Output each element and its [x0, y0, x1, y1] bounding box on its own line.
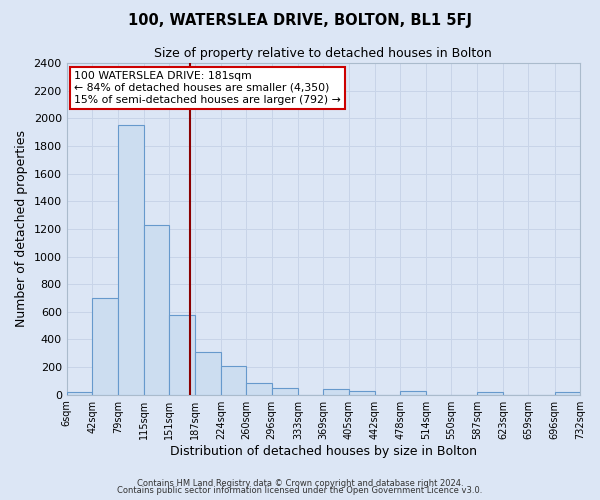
Bar [144, 224, 169, 394]
Text: 100 WATERSLEA DRIVE: 181sqm
← 84% of detached houses are smaller (4,350)
15% of : 100 WATERSLEA DRIVE: 181sqm ← 84% of det… [74, 72, 341, 104]
Text: Contains HM Land Registry data © Crown copyright and database right 2024.: Contains HM Land Registry data © Crown c… [137, 478, 463, 488]
Bar [478, 392, 503, 394]
Bar [349, 392, 375, 394]
Title: Size of property relative to detached houses in Bolton: Size of property relative to detached ho… [154, 48, 492, 60]
Bar [67, 392, 92, 394]
Bar [272, 388, 298, 394]
Bar [118, 125, 144, 394]
X-axis label: Distribution of detached houses by size in Bolton: Distribution of detached houses by size … [170, 444, 477, 458]
Text: 100, WATERSLEA DRIVE, BOLTON, BL1 5FJ: 100, WATERSLEA DRIVE, BOLTON, BL1 5FJ [128, 12, 472, 28]
Bar [323, 389, 349, 394]
Bar [246, 383, 272, 394]
Bar [400, 390, 426, 394]
Bar [554, 392, 580, 394]
Bar [194, 352, 221, 395]
Bar [169, 314, 194, 394]
Bar [92, 298, 118, 394]
Bar [221, 366, 246, 394]
Y-axis label: Number of detached properties: Number of detached properties [15, 130, 28, 328]
Text: Contains public sector information licensed under the Open Government Licence v3: Contains public sector information licen… [118, 486, 482, 495]
